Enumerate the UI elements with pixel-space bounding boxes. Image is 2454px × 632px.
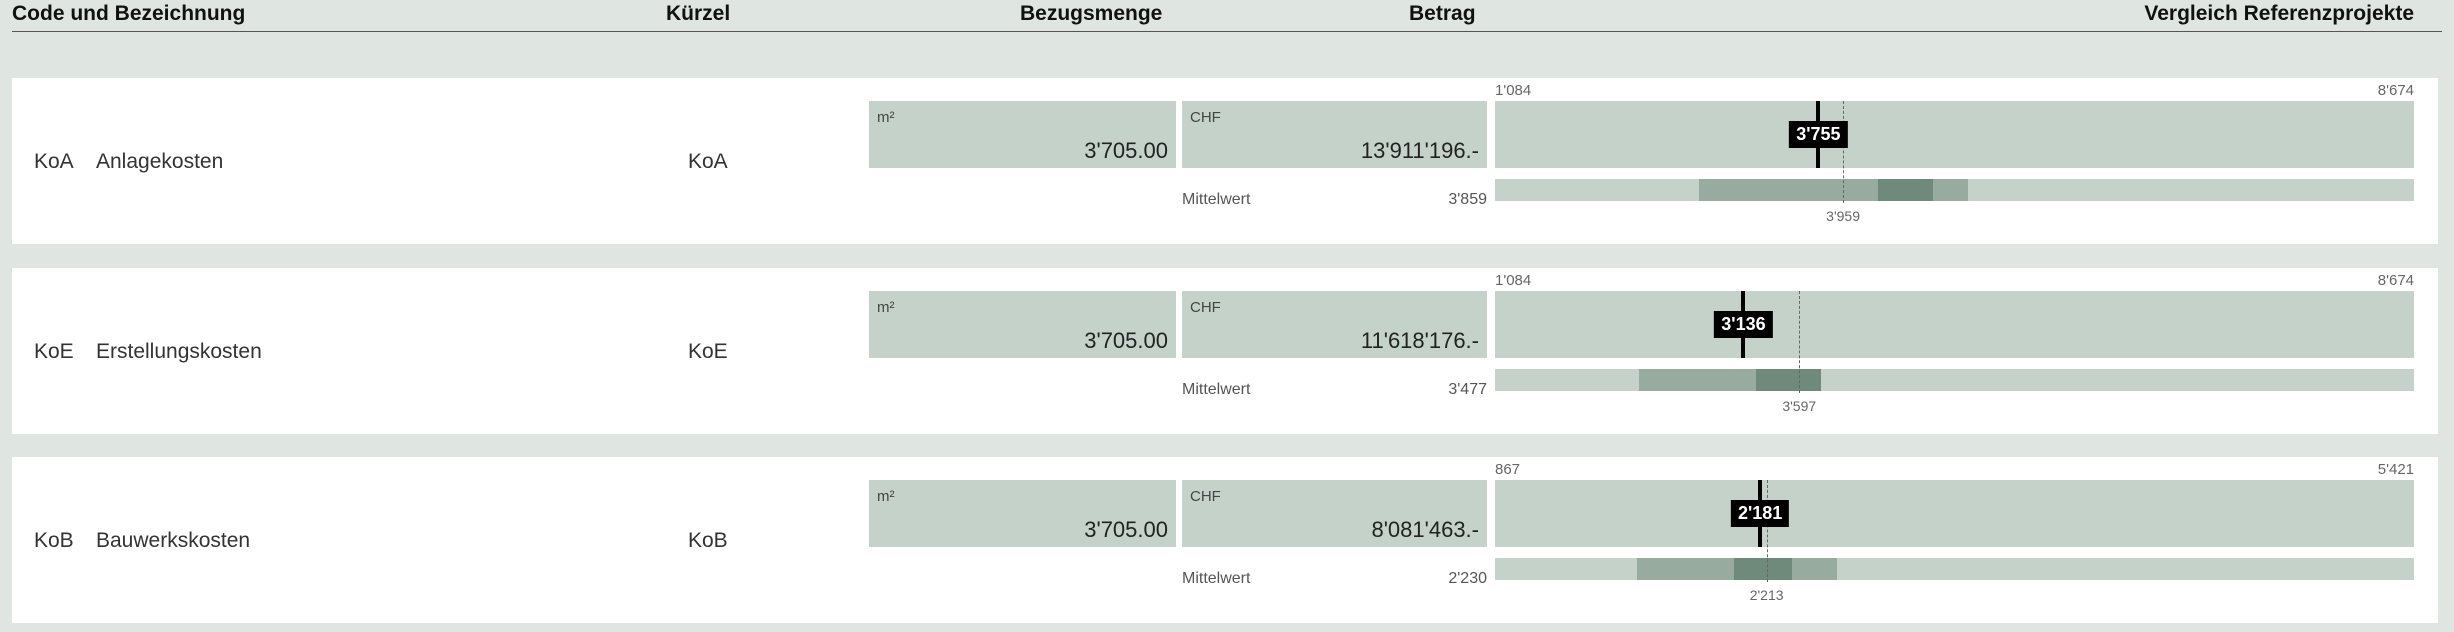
mittelwert-value: 2'230 [1448,570,1487,587]
comparison-bar [1495,101,2414,168]
mittelwert-label: Mittelwert [1182,570,1251,587]
betrag-value: 11'618'176.- [1360,328,1479,353]
range-max: 5'421 [2377,461,2414,478]
reference-range [1495,558,2414,580]
range-max: 8'674 [2377,82,2414,99]
median-line [1843,101,1845,203]
median-line [1766,480,1768,582]
row-name: Bauwerkskosten [96,529,251,552]
bezugsmenge-value: 3'705.00 [1084,138,1168,163]
range-min: 867 [1495,461,1521,478]
row-code: KoB [34,529,74,552]
range-inner [1878,179,1933,201]
header-betrag: Betrag [1409,2,1476,25]
range-inner [1733,558,1793,580]
mittelwert-label: Mittelwert [1182,381,1251,398]
bezugsmenge-value: 3'705.00 [1084,328,1168,353]
median-label: 3'597 [1782,398,1817,414]
table-row[interactable]: KoA Anlagekosten KoA m² 3'705.00 CHF 13'… [12,78,2438,244]
median-label: 3'959 [1826,208,1861,224]
bezugsmenge-field[interactable]: m² 3'705.00 [869,101,1176,168]
comparison-bar [1495,480,2414,547]
bezugsmenge-field[interactable]: m² 3'705.00 [869,291,1176,358]
header-menge: Bezugsmenge [1020,2,1163,25]
mittelwert-value: 3'859 [1448,191,1487,208]
range-inner [1756,369,1822,391]
header-vergleich: Vergleich Referenzprojekte [2144,2,2414,25]
row-code: KoA [34,150,74,173]
row-name: Anlagekosten [96,150,224,173]
betrag-field[interactable]: CHF 11'618'176.- [1182,291,1487,358]
header-kurzel: Kürzel [666,2,731,25]
table-header: Code und Bezeichnung Kürzel Bezugsmenge … [0,0,2454,33]
unit-label: m² [877,488,895,505]
header-divider [12,31,2442,32]
table-row[interactable]: KoB Bauwerkskosten KoB m² 3'705.00 CHF 8… [12,457,2438,623]
betrag-value: 8'081'463.- [1371,517,1480,542]
betrag-value: 13'911'196.- [1360,138,1479,163]
range-max: 8'674 [2377,272,2414,289]
bezugsmenge-value: 3'705.00 [1084,517,1168,542]
row-kurzel: KoE [688,340,728,363]
reference-range [1495,369,2414,391]
unit-label: m² [877,299,895,316]
project-value-label: 3'136 [1714,311,1773,338]
reference-range [1495,179,2414,201]
mittelwert-value: 3'477 [1448,381,1487,398]
betrag-field[interactable]: CHF 13'911'196.- [1182,101,1487,168]
header-code: Code und Bezeichnung [12,2,246,25]
comparison-bar [1495,291,2414,358]
unit-label: m² [877,109,895,126]
row-kurzel: KoB [688,529,728,552]
project-value-label: 3'755 [1789,121,1848,148]
median-line [1799,291,1801,393]
project-value-label: 2'181 [1730,500,1790,527]
range-min: 1'084 [1495,82,1532,99]
row-name: Erstellungskosten [96,340,262,363]
range-min: 1'084 [1495,272,1532,289]
mittelwert-label: Mittelwert [1182,191,1251,208]
table-row[interactable]: KoE Erstellungskosten KoE m² 3'705.00 CH… [12,268,2438,434]
betrag-field[interactable]: CHF 8'081'463.- [1182,480,1487,547]
currency-label: CHF [1190,299,1221,316]
currency-label: CHF [1190,109,1221,126]
bezugsmenge-field[interactable]: m² 3'705.00 [869,480,1176,547]
median-label: 2'213 [1749,587,1784,603]
row-kurzel: KoA [688,150,728,173]
currency-label: CHF [1190,488,1221,505]
row-code: KoE [34,340,74,363]
